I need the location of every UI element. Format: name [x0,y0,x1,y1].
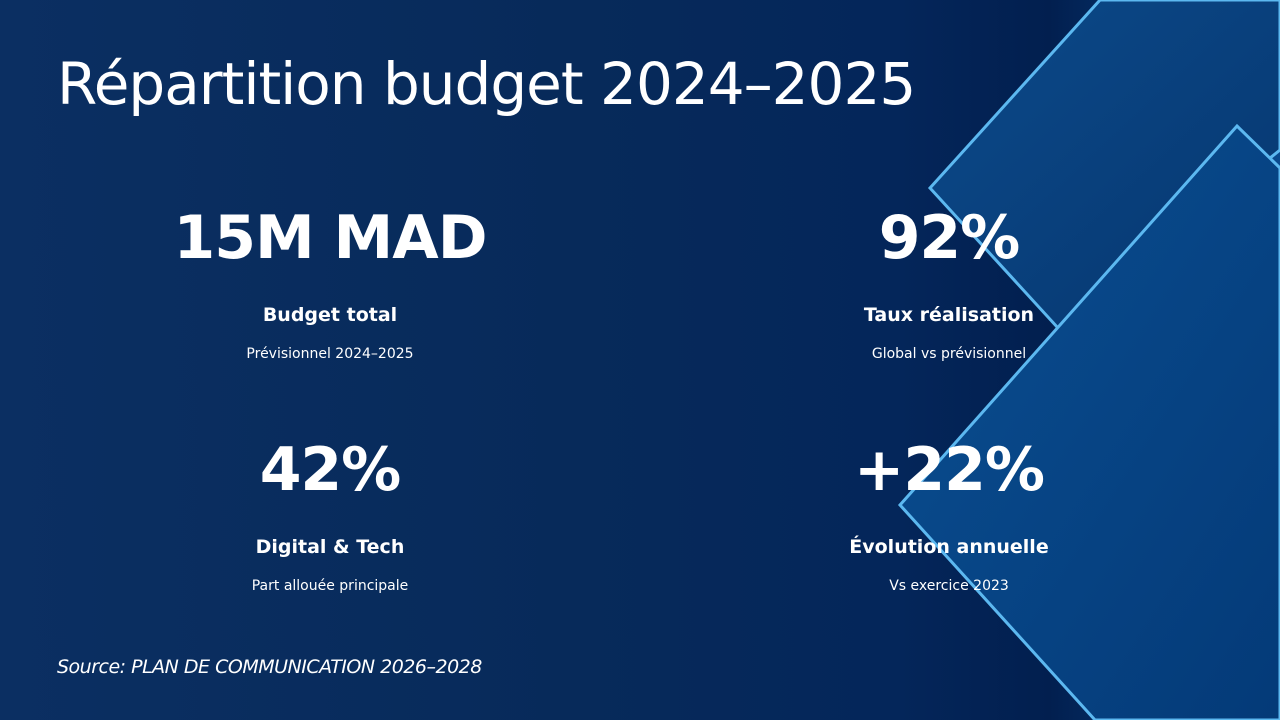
kpi-budget-total: 15M MAD Budget total Prévisionnel 2024–2… [130,208,530,362]
kpi-digital-tech: 42% Digital & Tech Part allouée principa… [130,440,530,594]
kpi-subtitle: Prévisionnel 2024–2025 [246,346,414,362]
source-note: Source: PLAN DE COMMUNICATION 2026–2028 [57,656,482,678]
kpi-taux-realisation: 92% Taux réalisation Global vs prévision… [749,208,1149,362]
kpi-subtitle: Global vs prévisionnel [871,346,1027,362]
kpi-subtitle: Part allouée principale [251,578,409,594]
kpi-evolution-annuelle: +22% Évolution annuelle Vs exercice 2023 [749,440,1149,594]
kpi-value: 42% [259,435,402,505]
kpi-label: Évolution annuelle [849,536,1049,558]
kpi-value: 92% [878,203,1021,273]
kpi-label: Digital & Tech [255,536,405,558]
kpi-value: 15M MAD [173,203,487,273]
kpi-label: Budget total [262,304,398,326]
kpi-subtitle: Vs exercice 2023 [889,578,1009,594]
diamond-shape-lower [897,123,1280,720]
slide-title: Répartition budget 2024–2025 [57,50,916,118]
source-text: PLAN DE COMMUNICATION 2026–2028 [131,656,482,678]
kpi-label: Taux réalisation [863,304,1035,326]
source-prefix: Source: [57,656,132,678]
kpi-value: +22% [854,435,1045,505]
